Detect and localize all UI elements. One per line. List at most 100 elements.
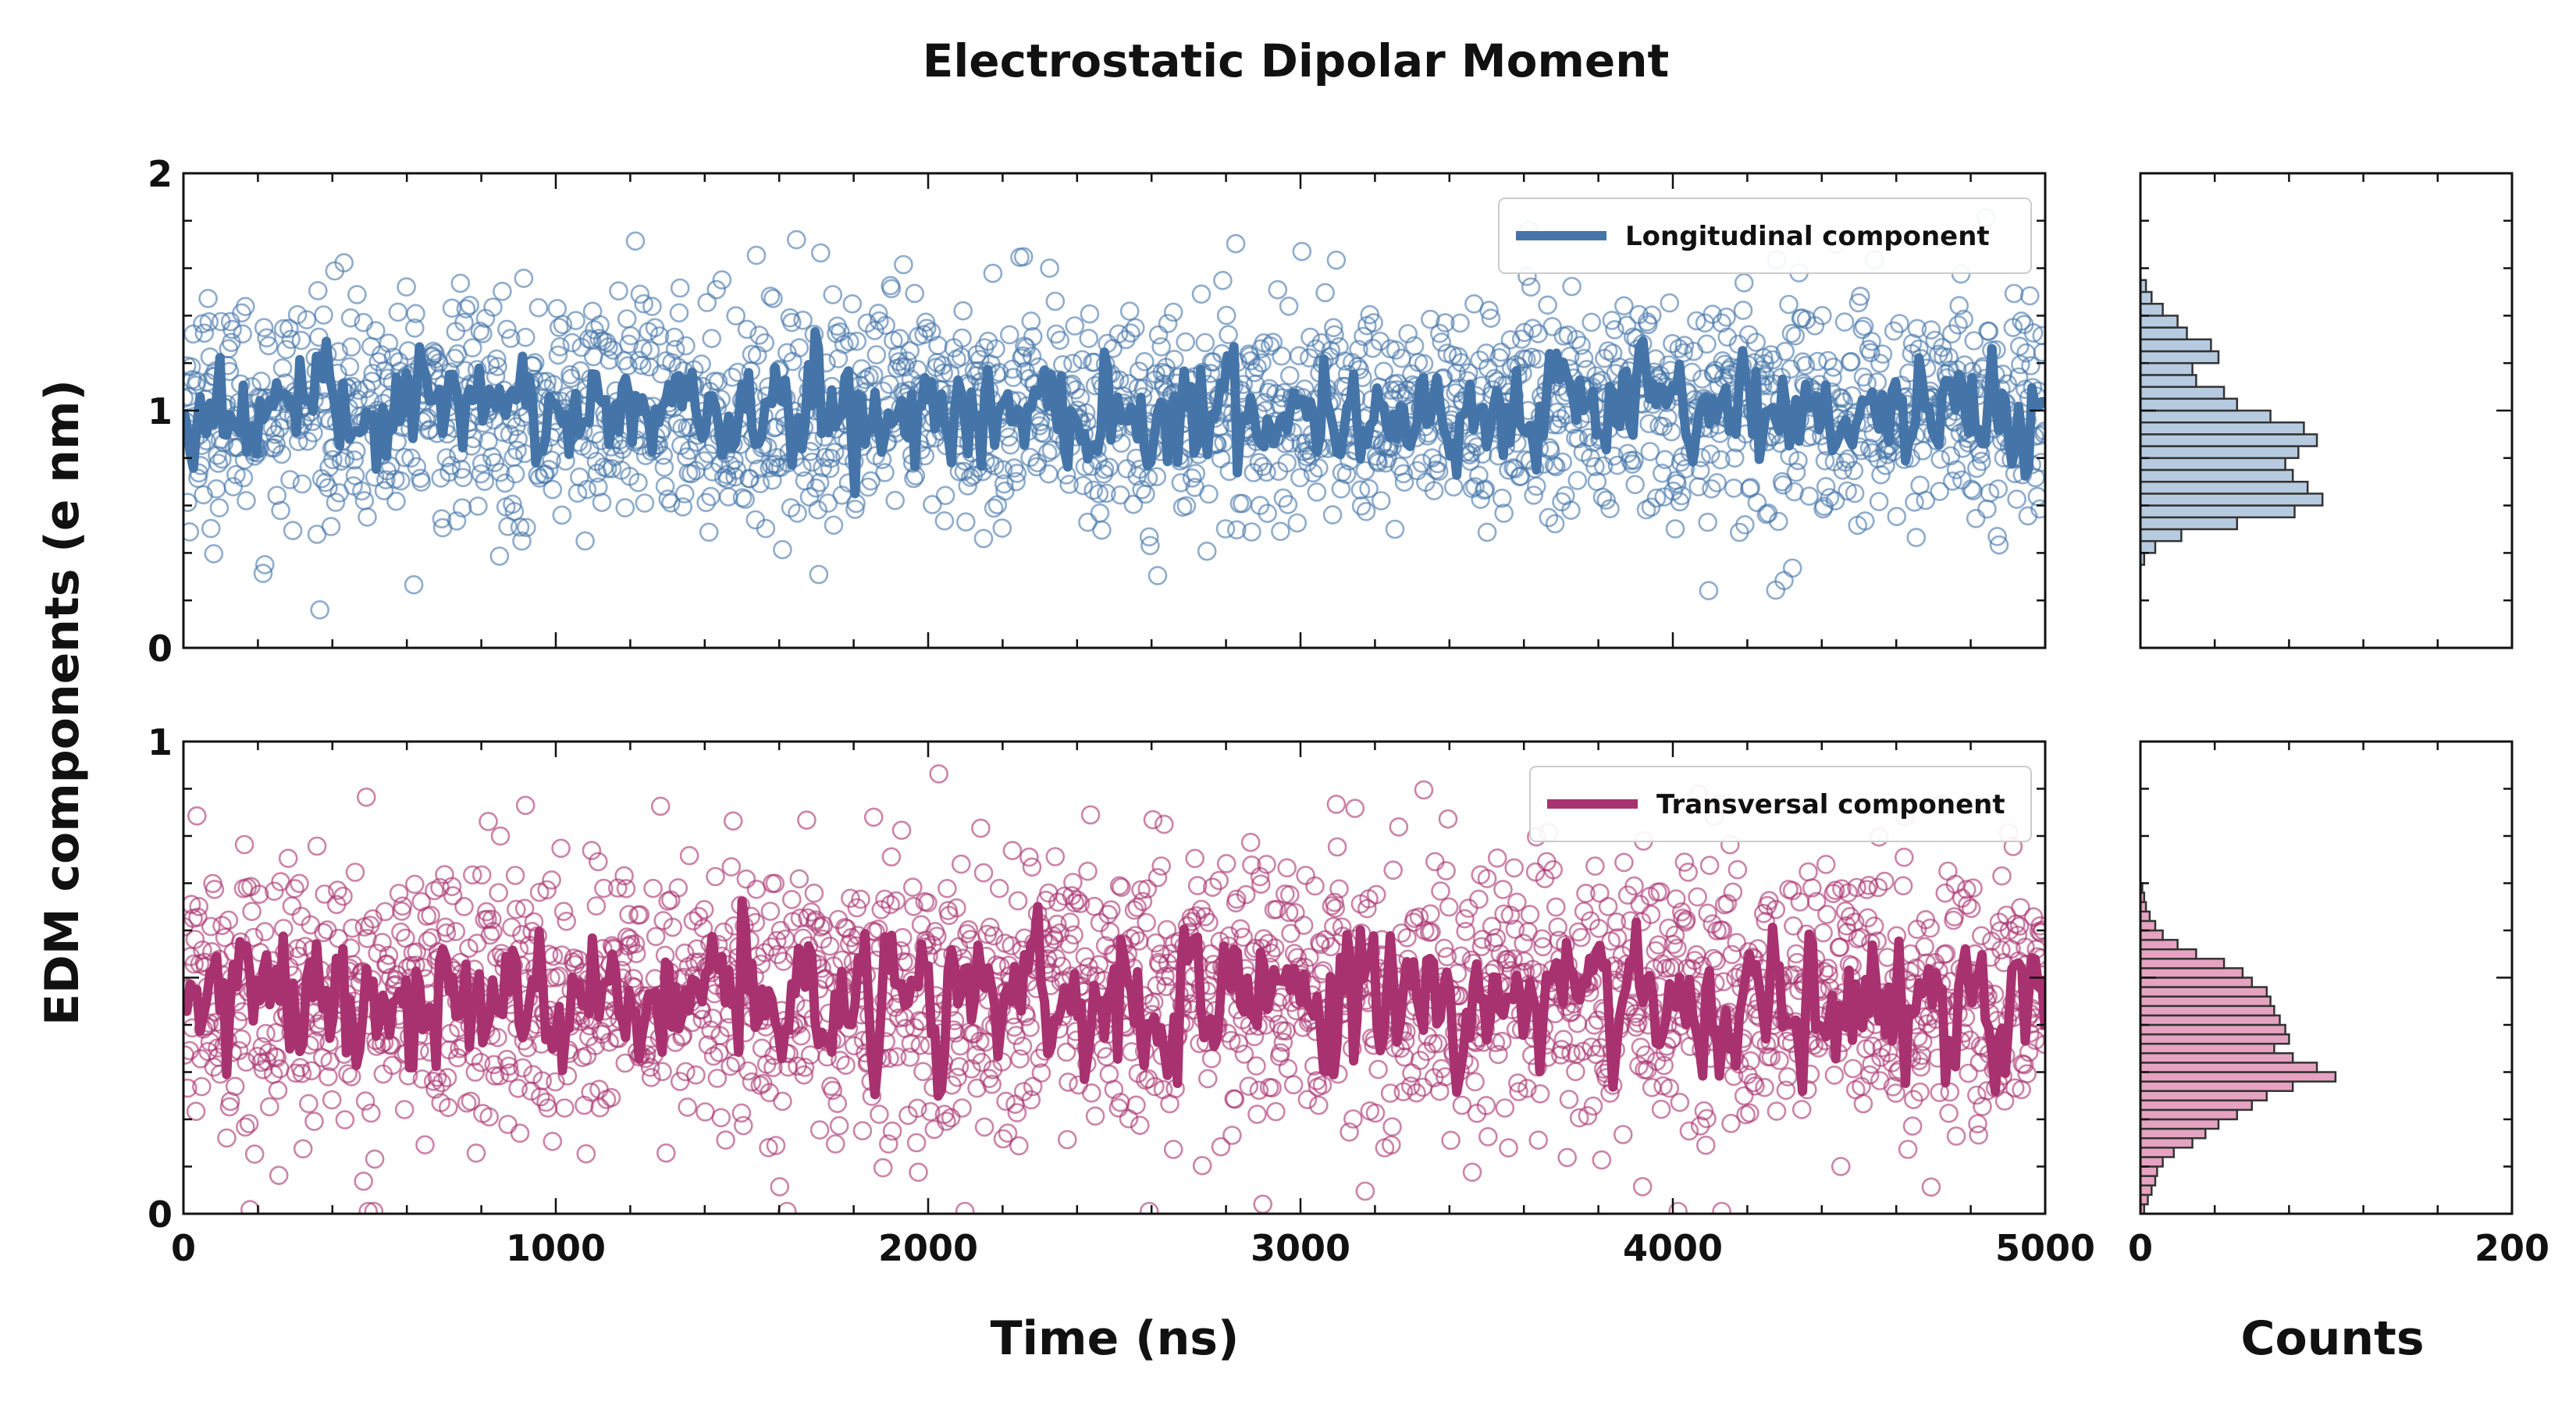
data-point [1350, 360, 1369, 379]
data-point [845, 500, 865, 519]
data-point [1959, 1063, 1978, 1083]
data-point [1585, 457, 1605, 477]
data-point [1002, 936, 1021, 955]
data-point [443, 886, 463, 905]
data-point [349, 380, 369, 400]
data-point [646, 927, 666, 947]
data-point [918, 893, 938, 912]
data-point [793, 310, 813, 330]
data-point [1946, 1126, 1966, 1146]
data-point [1101, 900, 1121, 919]
data-point [654, 457, 674, 478]
data-point [1504, 858, 1524, 878]
data-point [1242, 522, 1261, 542]
data-point [720, 1056, 740, 1076]
data-point [1424, 481, 1444, 500]
data-point [1332, 917, 1352, 937]
data-point [1438, 809, 1458, 829]
data-point [1402, 1063, 1421, 1083]
data-point [1000, 325, 1019, 345]
data-point [1278, 495, 1298, 514]
data-point [1227, 889, 1247, 909]
data-point [576, 1144, 596, 1164]
data-point [1724, 478, 1744, 498]
data-point [1520, 905, 1540, 924]
data-point [1954, 309, 1973, 329]
data-point [697, 293, 717, 312]
data-point [340, 308, 361, 328]
data-point [1859, 340, 1879, 359]
data-point [1791, 1100, 1812, 1119]
data-point [935, 486, 955, 506]
data-point [291, 330, 311, 350]
data-point [1349, 340, 1368, 360]
data-point [1551, 409, 1571, 429]
data-point [391, 922, 411, 942]
data-point [421, 905, 440, 925]
data-point [570, 467, 589, 487]
data-point [582, 841, 602, 860]
data-point [927, 927, 947, 946]
data-point [1521, 277, 1541, 297]
data-point [901, 369, 921, 389]
data-point [490, 826, 511, 846]
data-point [486, 349, 507, 369]
data-point [1769, 511, 1788, 532]
histogram-bar [2139, 1184, 2153, 1197]
data-point [1782, 558, 1802, 578]
data-point [1437, 947, 1457, 966]
data-point [909, 1162, 928, 1183]
data-point [1139, 527, 1159, 547]
data-point [993, 1129, 1013, 1149]
data-point [1112, 877, 1131, 898]
data-point [1831, 1157, 1851, 1176]
data-point [745, 510, 766, 530]
data-point [1151, 856, 1171, 876]
histogram-bar [2139, 1052, 2294, 1064]
data-point [1059, 934, 1079, 954]
data-point [488, 1027, 507, 1048]
data-point [1651, 1099, 1671, 1119]
data-point [358, 507, 377, 527]
data-point [1430, 323, 1450, 343]
data-point [183, 1078, 197, 1098]
data-point [546, 1072, 565, 1092]
data-point [1240, 350, 1261, 371]
data-point [432, 509, 452, 529]
data-point [641, 1068, 661, 1087]
data-point [183, 1045, 195, 1065]
data-point [347, 285, 367, 304]
data-point [201, 518, 221, 539]
data-point [1489, 1044, 1508, 1065]
data-point [1654, 1055, 1674, 1076]
data-point [344, 450, 365, 470]
data-point [929, 764, 948, 784]
data-point [1273, 488, 1293, 508]
data-point [237, 491, 256, 510]
data-point [249, 884, 269, 904]
data-point [961, 930, 980, 949]
data-point [1421, 904, 1440, 924]
data-point [1421, 309, 1440, 329]
data-point [827, 1094, 847, 1113]
data-point [1357, 898, 1377, 919]
histogram-bar [2139, 1136, 2194, 1149]
data-point [1351, 496, 1372, 516]
data-point [500, 329, 521, 348]
data-point [473, 324, 493, 343]
data-point [1756, 912, 1775, 931]
data-point [1672, 486, 1692, 506]
data-point [1007, 1103, 1027, 1122]
data-point [995, 481, 1015, 501]
data-point [1368, 1059, 1388, 1080]
data-point [1047, 914, 1067, 934]
data-point [551, 838, 571, 859]
data-point [566, 311, 585, 331]
data-point [208, 446, 227, 465]
data-point [447, 511, 467, 531]
data-point [1930, 450, 1951, 469]
histogram-bar [2139, 302, 2164, 317]
data-point [881, 847, 902, 867]
data-point [809, 564, 829, 585]
histogram-bar [2139, 1014, 2281, 1026]
